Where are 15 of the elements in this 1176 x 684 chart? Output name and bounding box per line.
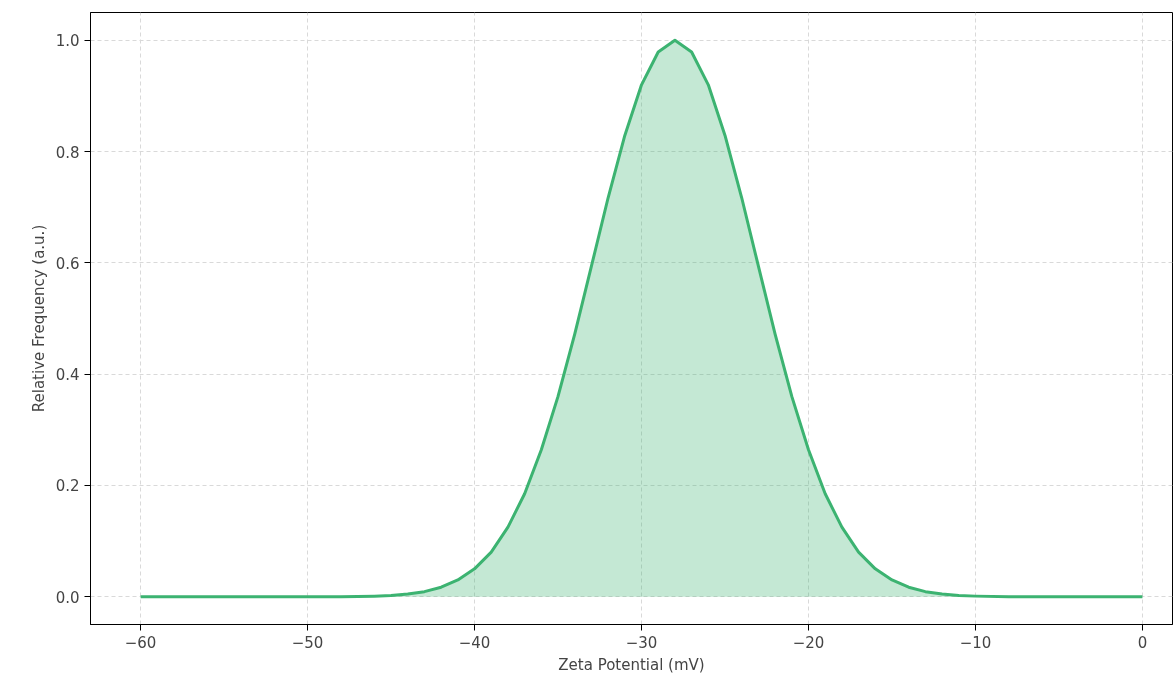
y-tick-label: 0.2: [55, 477, 80, 496]
x-tick-label: 0: [1137, 633, 1148, 652]
x-tick-label: −40: [458, 633, 491, 652]
x-tick-label: −60: [124, 633, 157, 652]
y-tick-label: 1.0: [55, 32, 80, 51]
y-axis-title: Relative Frequency (a.u.): [29, 224, 48, 413]
x-tick-label: −10: [959, 633, 992, 652]
x-tick-label: −30: [625, 633, 658, 652]
x-tick-label: −50: [291, 633, 324, 652]
x-tick-label: −20: [792, 633, 825, 652]
y-tick-label: 0.6: [55, 254, 80, 273]
x-axis-title: Zeta Potential (mV): [558, 655, 705, 674]
y-tick-label: 0.8: [55, 143, 80, 162]
y-tick-label: 0.4: [55, 366, 80, 385]
y-tick-label: 0.0: [55, 588, 80, 607]
